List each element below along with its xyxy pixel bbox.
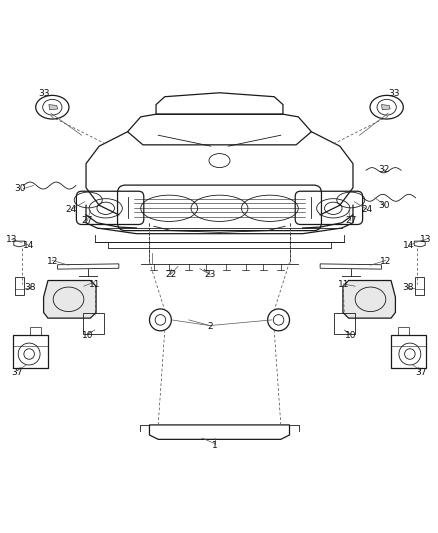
Bar [390,335,425,368]
Bar [30,327,41,335]
Text: 32: 32 [377,165,389,174]
Text: 33: 33 [387,89,399,98]
Text: 38: 38 [401,283,413,292]
Polygon shape [49,104,57,110]
Text: 33: 33 [39,89,50,98]
Text: 10: 10 [81,331,93,340]
Text: 37: 37 [11,368,23,377]
Text: 14: 14 [23,241,35,250]
Text: 11: 11 [89,279,100,288]
Text: 1: 1 [212,441,218,449]
Text: 12: 12 [379,257,391,266]
Text: 12: 12 [46,257,58,266]
Text: 23: 23 [204,270,215,279]
Text: 37: 37 [414,368,426,377]
Bar [333,313,354,334]
Polygon shape [381,104,389,110]
Text: 14: 14 [402,241,413,250]
Text: 27: 27 [344,216,356,225]
Bar [414,278,424,295]
Text: 10: 10 [344,331,356,340]
Bar [397,327,408,335]
Text: 30: 30 [377,201,389,209]
Polygon shape [342,280,395,318]
Text: 13: 13 [419,235,431,244]
Text: 27: 27 [81,216,93,225]
Text: 30: 30 [14,184,26,193]
Text: 22: 22 [165,270,176,279]
Text: 2: 2 [207,322,212,332]
Bar [14,278,24,295]
Bar [83,313,104,334]
Text: 24: 24 [65,205,76,214]
Text: 38: 38 [25,283,36,292]
Text: 11: 11 [337,279,348,288]
Text: 24: 24 [361,205,372,214]
Bar [13,335,48,368]
Text: 13: 13 [6,235,18,244]
Polygon shape [43,280,96,318]
